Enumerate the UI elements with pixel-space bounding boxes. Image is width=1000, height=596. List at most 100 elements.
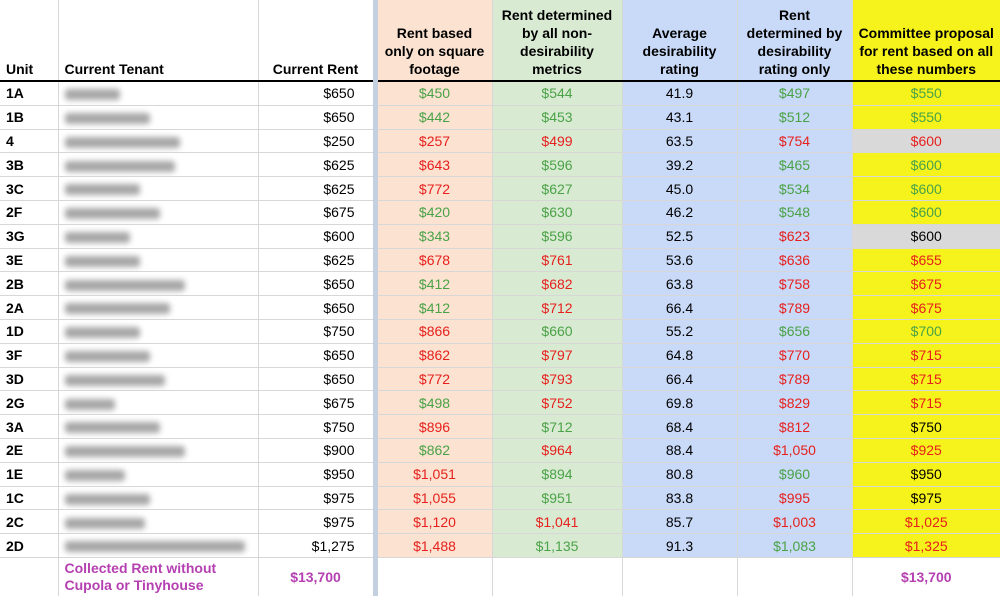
cell-average-desirability[interactable]: 66.4 xyxy=(621,295,737,320)
header-current-rent[interactable]: Current Rent xyxy=(257,0,375,82)
cell-current-rent[interactable]: $250 xyxy=(257,129,375,154)
cell-sqft-rent[interactable]: $1,488 xyxy=(372,533,492,558)
cell-desirability-rent[interactable]: $656 xyxy=(736,319,852,344)
cell-sqft-rent[interactable]: $498 xyxy=(372,390,492,416)
cell-sqft-rent[interactable]: $442 xyxy=(372,105,492,130)
cell-sqft-rent[interactable]: $862 xyxy=(372,343,492,368)
cell-desirability-rent[interactable]: $754 xyxy=(736,129,852,154)
cell-desirability-rent[interactable]: $548 xyxy=(736,200,852,225)
cell-unit[interactable]: 2D xyxy=(0,533,58,558)
cell-average-desirability[interactable]: 83.8 xyxy=(621,486,737,511)
cell-nondesirability-rent[interactable]: $964 xyxy=(491,438,622,463)
cell-nondesirability-rent[interactable]: $1,041 xyxy=(491,509,622,535)
cell-current-rent[interactable]: $950 xyxy=(257,462,375,487)
cell-sqft-rent[interactable]: $643 xyxy=(372,152,492,178)
cell-tenant[interactable] xyxy=(57,271,258,297)
cell-nondesirability-rent[interactable]: $660 xyxy=(491,319,622,344)
cell-current-rent[interactable]: $675 xyxy=(257,390,375,416)
cell-current-rent[interactable]: $650 xyxy=(257,105,375,130)
cell-current-rent[interactable]: $650 xyxy=(257,295,375,320)
cell-tenant[interactable] xyxy=(57,200,258,225)
footer-empty-cell[interactable] xyxy=(372,557,492,596)
cell-tenant[interactable] xyxy=(57,105,258,130)
cell-committee-proposal[interactable]: $550 xyxy=(851,105,1000,130)
cell-unit[interactable]: 3A xyxy=(0,414,58,439)
cell-tenant[interactable] xyxy=(57,343,258,368)
cell-sqft-rent[interactable]: $450 xyxy=(372,81,492,106)
cell-committee-proposal[interactable]: $675 xyxy=(851,271,1000,297)
cell-sqft-rent[interactable]: $862 xyxy=(372,438,492,463)
cell-current-rent[interactable]: $975 xyxy=(257,486,375,511)
cell-average-desirability[interactable]: 91.3 xyxy=(621,533,737,558)
cell-unit[interactable]: 2E xyxy=(0,438,58,463)
cell-tenant[interactable] xyxy=(57,462,258,487)
cell-tenant[interactable] xyxy=(57,152,258,178)
footer-empty-cell[interactable] xyxy=(736,557,852,596)
cell-nondesirability-rent[interactable]: $752 xyxy=(491,390,622,416)
cell-nondesirability-rent[interactable]: $761 xyxy=(491,248,622,273)
cell-committee-proposal[interactable]: $655 xyxy=(851,248,1000,273)
cell-tenant[interactable] xyxy=(57,129,258,154)
cell-average-desirability[interactable]: 43.1 xyxy=(621,105,737,130)
cell-nondesirability-rent[interactable]: $596 xyxy=(491,224,622,249)
cell-tenant[interactable] xyxy=(57,390,258,416)
cell-unit[interactable]: 3B xyxy=(0,152,58,178)
cell-average-desirability[interactable]: 63.8 xyxy=(621,271,737,297)
cell-tenant[interactable] xyxy=(57,248,258,273)
cell-tenant[interactable] xyxy=(57,367,258,392)
cell-desirability-rent[interactable]: $995 xyxy=(736,486,852,511)
cell-desirability-rent[interactable]: $1,083 xyxy=(736,533,852,558)
cell-current-rent[interactable]: $675 xyxy=(257,200,375,225)
cell-nondesirability-rent[interactable]: $499 xyxy=(491,129,622,154)
cell-unit[interactable]: 1A xyxy=(0,81,58,106)
cell-nondesirability-rent[interactable]: $797 xyxy=(491,343,622,368)
cell-current-rent[interactable]: $650 xyxy=(257,367,375,392)
cell-desirability-rent[interactable]: $789 xyxy=(736,295,852,320)
cell-sqft-rent[interactable]: $343 xyxy=(372,224,492,249)
cell-tenant[interactable] xyxy=(57,295,258,320)
cell-desirability-rent[interactable]: $465 xyxy=(736,152,852,178)
cell-current-rent[interactable]: $975 xyxy=(257,509,375,535)
cell-sqft-rent[interactable]: $1,051 xyxy=(372,462,492,487)
cell-committee-proposal[interactable]: $700 xyxy=(851,319,1000,344)
cell-tenant[interactable] xyxy=(57,176,258,201)
cell-current-rent[interactable]: $1,275 xyxy=(257,533,375,558)
header-nondesirability-rent[interactable]: Rent determined by all non-desirability … xyxy=(491,0,622,82)
cell-committee-proposal[interactable]: $950 xyxy=(851,462,1000,487)
cell-desirability-rent[interactable]: $623 xyxy=(736,224,852,249)
cell-unit[interactable]: 3D xyxy=(0,367,58,392)
cell-unit[interactable]: 3C xyxy=(0,176,58,201)
cell-committee-proposal[interactable]: $925 xyxy=(851,438,1000,463)
cell-current-rent[interactable]: $625 xyxy=(257,248,375,273)
cell-nondesirability-rent[interactable]: $894 xyxy=(491,462,622,487)
cell-committee-proposal[interactable]: $550 xyxy=(851,81,1000,106)
cell-unit[interactable]: 1E xyxy=(0,462,58,487)
header-committee-proposal[interactable]: Committee proposal for rent based on all… xyxy=(851,0,1000,82)
cell-desirability-rent[interactable]: $960 xyxy=(736,462,852,487)
cell-unit[interactable]: 3F xyxy=(0,343,58,368)
cell-committee-proposal[interactable]: $600 xyxy=(851,129,1000,154)
cell-sqft-rent[interactable]: $866 xyxy=(372,319,492,344)
cell-nondesirability-rent[interactable]: $712 xyxy=(491,414,622,439)
footer-empty-cell[interactable] xyxy=(491,557,622,596)
header-tenant[interactable]: Current Tenant xyxy=(57,0,258,82)
header-sqft-rent[interactable]: Rent based only on square footage xyxy=(372,0,492,82)
cell-average-desirability[interactable]: 63.5 xyxy=(621,129,737,154)
cell-sqft-rent[interactable]: $1,120 xyxy=(372,509,492,535)
cell-desirability-rent[interactable]: $1,050 xyxy=(736,438,852,463)
cell-nondesirability-rent[interactable]: $544 xyxy=(491,81,622,106)
cell-average-desirability[interactable]: 85.7 xyxy=(621,509,737,535)
footer-current-total[interactable]: $13,700 xyxy=(257,557,375,596)
cell-nondesirability-rent[interactable]: $793 xyxy=(491,367,622,392)
footer-label[interactable]: Collected Rent without Cupola or Tinyhou… xyxy=(57,557,258,596)
cell-sqft-rent[interactable]: $412 xyxy=(372,295,492,320)
cell-tenant[interactable] xyxy=(57,486,258,511)
cell-committee-proposal[interactable]: $675 xyxy=(851,295,1000,320)
cell-unit[interactable]: 4 xyxy=(0,129,58,154)
cell-committee-proposal[interactable]: $750 xyxy=(851,414,1000,439)
cell-tenant[interactable] xyxy=(57,81,258,106)
cell-committee-proposal[interactable]: $1,025 xyxy=(851,509,1000,535)
cell-tenant[interactable] xyxy=(57,224,258,249)
cell-average-desirability[interactable]: 52.5 xyxy=(621,224,737,249)
cell-average-desirability[interactable]: 80.8 xyxy=(621,462,737,487)
